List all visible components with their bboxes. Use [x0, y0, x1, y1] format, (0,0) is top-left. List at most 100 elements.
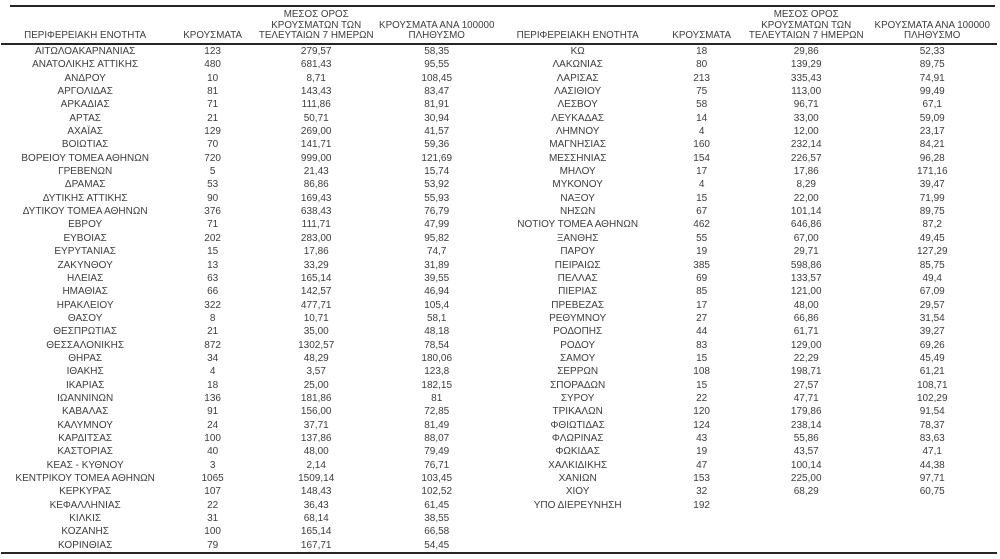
table-row: ΑΝΔΡΟΥ 10 8,71 108,45 ΛΑΡΙΣΑΣ 213 335,43 74,91	[1, 72, 997, 85]
cell-per100k: 49,4	[922, 272, 942, 284]
cell-per100k: 15,74	[424, 166, 450, 178]
cell-per100k: 89,75	[919, 206, 945, 218]
cell-per100k: 54,45	[424, 539, 450, 551]
cell-avg7: 225,00	[790, 473, 822, 484]
cell-avg7: 638,43	[300, 206, 332, 218]
cell-cases: 202	[204, 232, 221, 244]
header-avg7-right: ΜΕΣΟΣ ΟΡΟΣ ΚΡΟΥΣΜΑΤΩΝ ΤΩΝ ΤΕΛΕΥΤΑΙΩΝ 7 Η…	[744, 7, 868, 45]
cell-avg7: 148,43	[300, 486, 332, 498]
cell-cases: 47	[696, 459, 708, 471]
header-region-left: ΠΕΡΙΦΕΡΕΙΑΚΗ ΕΝΟΤΗΤΑ	[1, 7, 170, 45]
cell-per100k: 84,21	[919, 139, 945, 151]
cell-region: ΠΡΕΒΕΖΑΣ	[551, 299, 605, 311]
cell-region: ΙΚΑΡΙΑΣ	[65, 379, 105, 391]
cell-per100k: 41,57	[424, 126, 450, 138]
cell-region: ΡΟΔΟΥ	[560, 339, 596, 351]
cell-cases: 385	[693, 259, 710, 271]
cell-per100k: 89,75	[919, 59, 945, 71]
cell-per100k: 76,71	[424, 459, 450, 471]
cell-per100k: 91,54	[919, 406, 945, 418]
cell-per100k: 39,55	[424, 272, 450, 284]
cell-avg7: 61,71	[793, 326, 819, 338]
cell-region: ΕΒΡΟΥ	[68, 219, 103, 231]
header-avg7-left: ΜΕΣΟΣ ΟΡΟΣ ΚΡΟΥΣΜΑΤΩΝ ΤΩΝ ΤΕΛΕΥΤΑΙΩΝ 7 Η…	[255, 7, 377, 45]
cell-region: ΛΑΚΩΝΙΑΣ	[552, 59, 603, 71]
cell-avg7: 1509,14	[298, 473, 335, 484]
cell-avg7: 55,86	[793, 432, 819, 444]
cell-region: ΙΘΑΚΗΣ	[66, 366, 104, 378]
cell-region: ΓΡΕΒΕΝΩΝ	[58, 166, 113, 178]
cell-cases: 120	[693, 406, 710, 418]
table-header: ΠΕΡΙΦΕΡΕΙΑΚΗ ΕΝΟΤΗΤΑ ΚΡΟΥΣΜΑΤΑ ΜΕΣΟΣ ΟΡΟ…	[1, 7, 997, 45]
cell-region: ΣΕΡΡΩΝ	[557, 366, 599, 378]
cell-avg7: 646,86	[790, 219, 822, 231]
cell-per100k: 61,45	[424, 499, 450, 511]
cell-cases: 58	[696, 99, 708, 111]
cell-cases: 15	[696, 352, 708, 364]
cell-avg7	[745, 525, 868, 538]
cell-region: ΒΟΡΕΙΟΥ ΤΟΜΕΑ ΑΘΗΝΩΝ	[21, 152, 149, 164]
cell-region: ΗΡΑΚΛΕΙΟΥ	[56, 299, 114, 311]
cell-cases	[658, 525, 745, 538]
cell-per100k: 31,89	[424, 259, 450, 271]
table-row: ΚΙΛΚΙΣ 31 68,14 38,55	[1, 512, 997, 525]
cell-region: ΣΠΟΡΑΔΩΝ	[550, 379, 606, 391]
cell-per100k: 55,93	[424, 192, 450, 204]
table-row: ΚΑΣΤΟΡΙΑΣ 40 48,00 79,49 ΦΩΚΙΔΑΣ 19 43,57 47,1	[1, 445, 997, 458]
cell-cases: 40	[207, 446, 219, 458]
cell-cases: 34	[207, 352, 219, 364]
cell-region: ΛΕΣΒΟΥ	[557, 99, 598, 111]
cell-per100k: 29,57	[919, 299, 945, 311]
cell-avg7: 36,43	[303, 499, 329, 511]
cell-cases: 13	[207, 259, 219, 271]
cell-per100k: 47,1	[922, 446, 942, 458]
cell-region: ΑΡΓΟΛΙΔΑΣ	[57, 86, 113, 98]
cell-avg7: 96,71	[793, 99, 819, 111]
cell-cases: 462	[693, 219, 710, 231]
cell-region: ΝΟΤΙΟΥ ΤΟΜΕΑ ΑΘΗΝΩΝ	[517, 219, 639, 231]
cell-per100k: 67,1	[922, 99, 942, 111]
cell-avg7	[745, 539, 868, 553]
cell-per100k: 123,8	[424, 366, 450, 378]
cell-avg7: 156,00	[300, 406, 332, 418]
cell-cases: 14	[696, 112, 708, 124]
table-row: ΒΟΡΕΙΟΥ ΤΟΜΕΑ ΑΘΗΝΩΝ 720 999,00 121,69 ΜΕΣΣΗ…	[1, 152, 997, 165]
table-body: ΑΙΤΩΛΟΑΚΑΡΝΑΝΙΑΣ 123 279,57 58,35 ΚΩ 18 29,86 5…	[1, 44, 997, 553]
table-row: ΕΒΡΟΥ 71 111,71 47,99 ΝΟΤΙΟΥ ΤΟΜΕΑ ΑΘΗΝΩΝ 462…	[1, 218, 997, 231]
cell-region: ΣΥΡΟΥ	[560, 392, 595, 404]
cell-per100k: 39,47	[919, 179, 945, 191]
cell-cases: 83	[696, 339, 708, 351]
cell-region: ΣΑΜΟΥ	[560, 352, 596, 364]
cell-per100k: 96,28	[919, 152, 945, 164]
cell-cases: 81	[207, 86, 219, 98]
cell-cases: 107	[204, 486, 221, 498]
cell-avg7: 17,86	[303, 246, 329, 258]
cell-per100k: 103,45	[421, 473, 453, 484]
cell-region: ΠΕΙΡΑΙΩΣ	[554, 259, 601, 271]
cell-per100k: 180,06	[421, 352, 453, 364]
cell-region: ΜΗΛΟΥ	[559, 166, 596, 178]
cell-per100k: 39,27	[919, 326, 945, 338]
table-row: ΙΘΑΚΗΣ 4 3,57 123,8 ΣΕΡΡΩΝ 108 198,71 61,21	[1, 365, 997, 378]
cell-cases: 71	[207, 219, 219, 231]
cell-region: ΚΑΡΔΙΤΣΑΣ	[58, 432, 113, 444]
cell-avg7: 165,14	[300, 272, 332, 284]
cell-avg7: 129,00	[790, 339, 822, 351]
cell-avg7: 48,00	[303, 446, 329, 458]
cell-per100k	[867, 539, 997, 553]
cell-avg7: 8,29	[796, 179, 816, 191]
header-cases-left: ΚΡΟΥΣΜΑΤΑ	[169, 7, 256, 45]
cell-cases: 21	[207, 112, 219, 124]
cell-cases: 27	[696, 312, 708, 324]
table-row: ΙΚΑΡΙΑΣ 18 25,00 182,15 ΣΠΟΡΑΔΩΝ 15 27,57 108,7…	[1, 379, 997, 392]
table-row: ΘΗΡΑΣ 34 48,29 180,06 ΣΑΜΟΥ 15 22,29 45,49	[1, 352, 997, 365]
cell-cases: 15	[696, 192, 708, 204]
cell-avg7: 48,29	[303, 352, 329, 364]
cell-avg7: 133,57	[790, 272, 822, 284]
cell-cases: 15	[696, 379, 708, 391]
cell-avg7: 17,86	[793, 166, 819, 178]
cell-cases	[658, 512, 745, 525]
cell-per100k: 46,94	[424, 286, 450, 298]
cell-per100k: 49,45	[919, 232, 945, 244]
